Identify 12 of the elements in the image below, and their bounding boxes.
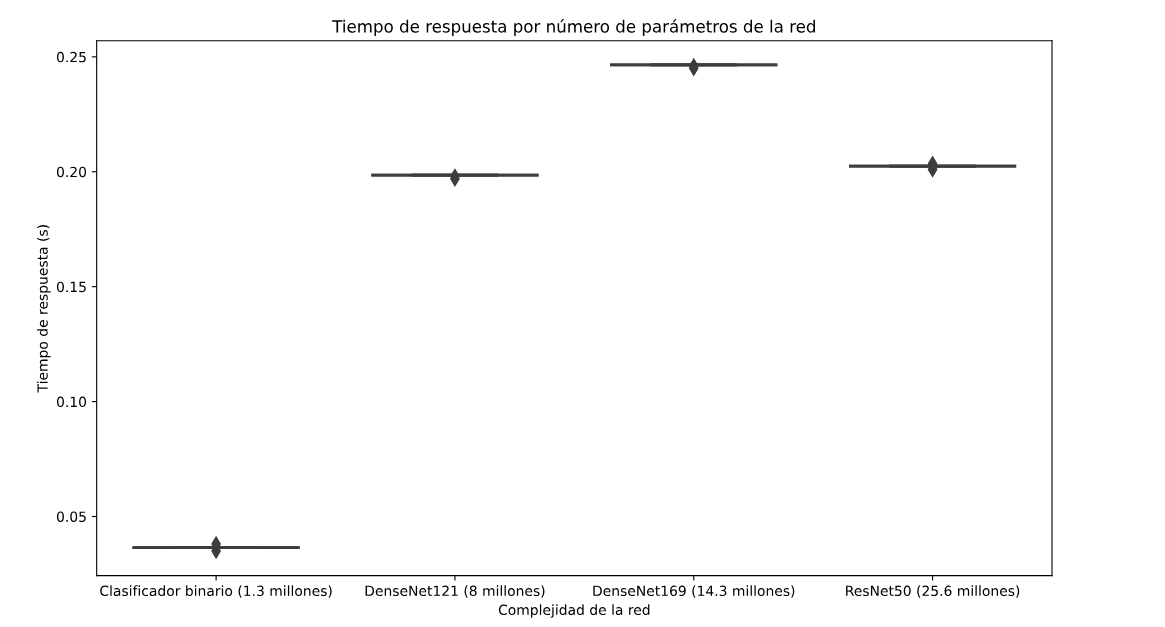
y-tick-label: 0.05 bbox=[56, 511, 86, 522]
y-axis-title: Tiempo de respuesta (s) bbox=[37, 225, 51, 393]
y-tick-label: 0.15 bbox=[56, 281, 86, 293]
y-tick-label: 0.25 bbox=[56, 51, 86, 63]
x-tick-label: ResNet50 (25.6 millones) bbox=[846, 585, 1020, 598]
x-tick-label: DenseNet169 (14.3 millones) bbox=[593, 585, 795, 598]
x-axis-title: Complejidad de la red bbox=[498, 604, 650, 618]
chart-title: Tiempo de respuesta por número de parámetros de la red bbox=[332, 19, 815, 36]
x-tick-label: DenseNet121 (8 millones) bbox=[365, 585, 545, 598]
x-tick-label: Clasificador binario (1.3 millones) bbox=[100, 585, 332, 598]
y-tick-label: 0.10 bbox=[56, 396, 87, 408]
y-tick-label: 0.20 bbox=[56, 166, 87, 178]
